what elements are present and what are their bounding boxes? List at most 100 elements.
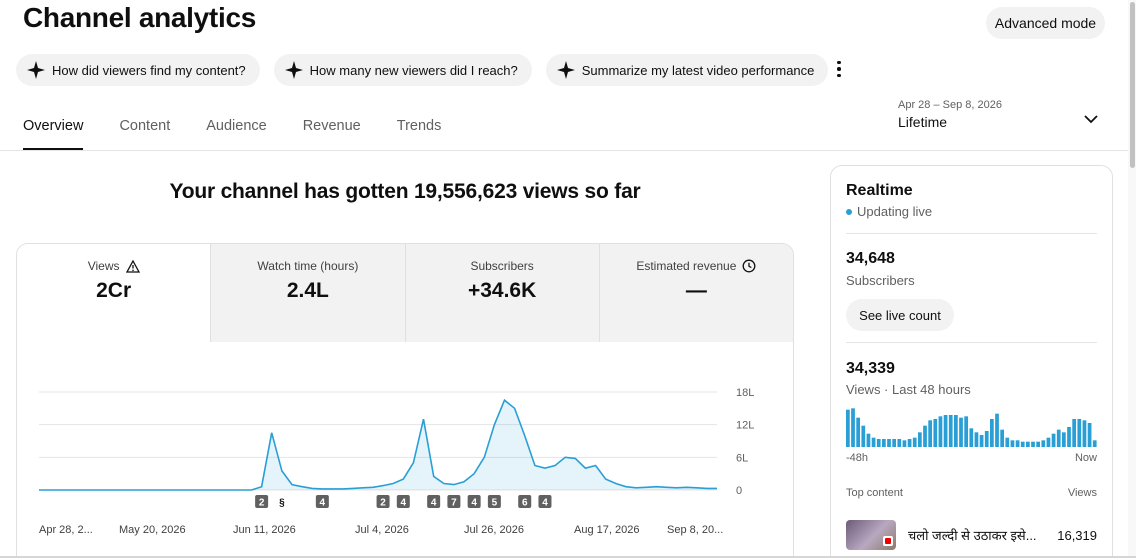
- clock-icon: [742, 259, 756, 273]
- annotation-marker[interactable]: 2: [376, 495, 390, 509]
- annotation-marker[interactable]: §: [275, 495, 289, 509]
- divider: [846, 233, 1097, 234]
- views-chart-svg: 18L 12L 6L 0 2 § 4 2 4 4 7 4 5 6 4 Apr 28, 2... May 20, …: [39, 387, 754, 536]
- realtime-bar: [1005, 437, 1010, 447]
- top-content-views-label: Views: [1067, 487, 1097, 499]
- top-content-item[interactable]: चलो जल्दी से उठाकर इसे... 16,319: [846, 520, 1097, 550]
- metric-label: Views: [17, 259, 210, 273]
- metric-subscribers[interactable]: Subscribers +34.6K: [404, 244, 599, 342]
- date-range-dates: Apr 28 – Sep 8, 2026: [898, 99, 1002, 111]
- see-live-count-button[interactable]: See live count: [846, 299, 954, 331]
- x-tick-label: Jul 4, 2026: [355, 524, 409, 536]
- realtime-bar: [1026, 441, 1030, 447]
- scrollbar-thumb[interactable]: [1130, 2, 1135, 168]
- suggestion-chips: How did viewers find my content? How man…: [16, 54, 829, 86]
- realtime-bar: [876, 439, 881, 447]
- annotation-marker[interactable]: 6: [518, 495, 532, 509]
- realtime-bar: [846, 409, 850, 447]
- realtime-bar: [948, 415, 953, 447]
- series-line: [39, 398, 717, 491]
- date-range-selector[interactable]: Apr 28 – Sep 8, 2026 Lifetime: [898, 99, 1002, 130]
- video-thumbnail: [846, 520, 896, 550]
- metric-value: +34.6K: [467, 279, 537, 302]
- date-range-label: Lifetime: [898, 114, 948, 130]
- metric-tabs: Views 2Cr Watch time (hours) 2.4L Subscr…: [17, 244, 793, 342]
- tab-revenue[interactable]: Revenue: [302, 118, 361, 134]
- y-tick-label: 6L: [736, 452, 748, 464]
- realtime-bar: [1041, 440, 1046, 447]
- realtime-bar: [938, 416, 943, 447]
- realtime-bar: [1046, 437, 1051, 447]
- realtime-bar: [923, 425, 927, 447]
- chip-summarize[interactable]: Summarize my latest video performance: [545, 54, 829, 86]
- realtime-bar: [964, 416, 969, 447]
- advanced-mode-button[interactable]: Advanced mode: [986, 7, 1105, 39]
- realtime-bar: [907, 439, 912, 447]
- bottom-edge: [0, 556, 1136, 558]
- svg-text:2: 2: [259, 498, 265, 509]
- realtime-bar: [954, 415, 958, 447]
- x-tick-label: Apr 28, 2...: [39, 524, 93, 536]
- metric-watch-time[interactable]: Watch time (hours) 2.4L: [210, 244, 405, 342]
- chip-new-viewers[interactable]: How many new viewers did I reach?: [273, 54, 532, 86]
- annotation-marker[interactable]: 4: [467, 495, 481, 509]
- x-tick-label: May 20, 2026: [119, 524, 186, 536]
- svg-text:4: 4: [431, 498, 437, 509]
- tabs-divider: [0, 150, 1136, 151]
- metric-estimated-revenue[interactable]: Estimated revenue —: [598, 244, 793, 342]
- top-content-label: Top content: [846, 487, 903, 499]
- realtime-bar: [984, 431, 989, 447]
- realtime-title: Realtime: [846, 182, 913, 199]
- realtime-bar: [943, 415, 948, 447]
- realtime-bar: [1092, 440, 1097, 447]
- tab-overview[interactable]: Overview: [23, 118, 84, 150]
- realtime-axis-end: Now: [1074, 452, 1097, 464]
- realtime-bar: [887, 439, 891, 447]
- more-options-icon[interactable]: [830, 58, 848, 80]
- realtime-bar: [1072, 419, 1077, 447]
- realtime-bar: [1051, 433, 1056, 447]
- sparkle-icon: [284, 60, 304, 80]
- sparkle-icon: [556, 60, 576, 80]
- metric-label: Estimated revenue: [600, 259, 793, 273]
- realtime-bar: [918, 432, 922, 447]
- svg-text:7: 7: [451, 498, 457, 509]
- annotation-marker[interactable]: 4: [538, 495, 552, 509]
- realtime-bar: [995, 413, 999, 447]
- svg-text:4: 4: [401, 498, 407, 509]
- realtime-bar: [912, 437, 917, 447]
- chip-viewers-find[interactable]: How did viewers find my content?: [16, 54, 260, 86]
- annotation-marker[interactable]: 5: [487, 495, 501, 509]
- realtime-bar: [856, 417, 861, 447]
- metric-value: —: [685, 279, 707, 302]
- metric-label-text: Estimated revenue: [636, 259, 737, 273]
- metric-views[interactable]: Views 2Cr: [17, 244, 211, 342]
- x-tick-label: Jul 26, 2026: [464, 524, 524, 536]
- realtime-bar: [969, 428, 974, 447]
- tab-content[interactable]: Content: [119, 118, 171, 134]
- realtime-status-text: Updating live: [857, 204, 933, 219]
- annotation-marker[interactable]: 4: [315, 495, 329, 509]
- tab-trends[interactable]: Trends: [396, 118, 442, 134]
- svg-text:4: 4: [542, 498, 548, 509]
- realtime-bar: [1000, 429, 1005, 447]
- realtime-views-label: Views · Last 48 hours: [846, 382, 971, 397]
- scrollbar-track[interactable]: [1128, 0, 1136, 558]
- realtime-bar: [1056, 429, 1061, 447]
- tab-audience[interactable]: Audience: [206, 118, 267, 134]
- chip-label: How did viewers find my content?: [52, 62, 246, 78]
- annotation-marker[interactable]: 2: [255, 495, 269, 509]
- realtime-bar: [1015, 440, 1020, 447]
- realtime-bar: [897, 439, 902, 447]
- realtime-bar: [974, 432, 979, 447]
- realtime-bar: [990, 419, 994, 447]
- y-tick-label: 18L: [736, 387, 754, 399]
- annotation-marker[interactable]: 7: [447, 495, 461, 509]
- annotation-marker[interactable]: 4: [396, 495, 410, 509]
- annotation-marker[interactable]: 4: [427, 495, 441, 509]
- realtime-bar: [1036, 441, 1041, 447]
- realtime-bar: [1077, 419, 1082, 447]
- series-area: [39, 400, 717, 490]
- chevron-down-icon[interactable]: [1083, 111, 1099, 127]
- svg-text:4: 4: [320, 498, 326, 509]
